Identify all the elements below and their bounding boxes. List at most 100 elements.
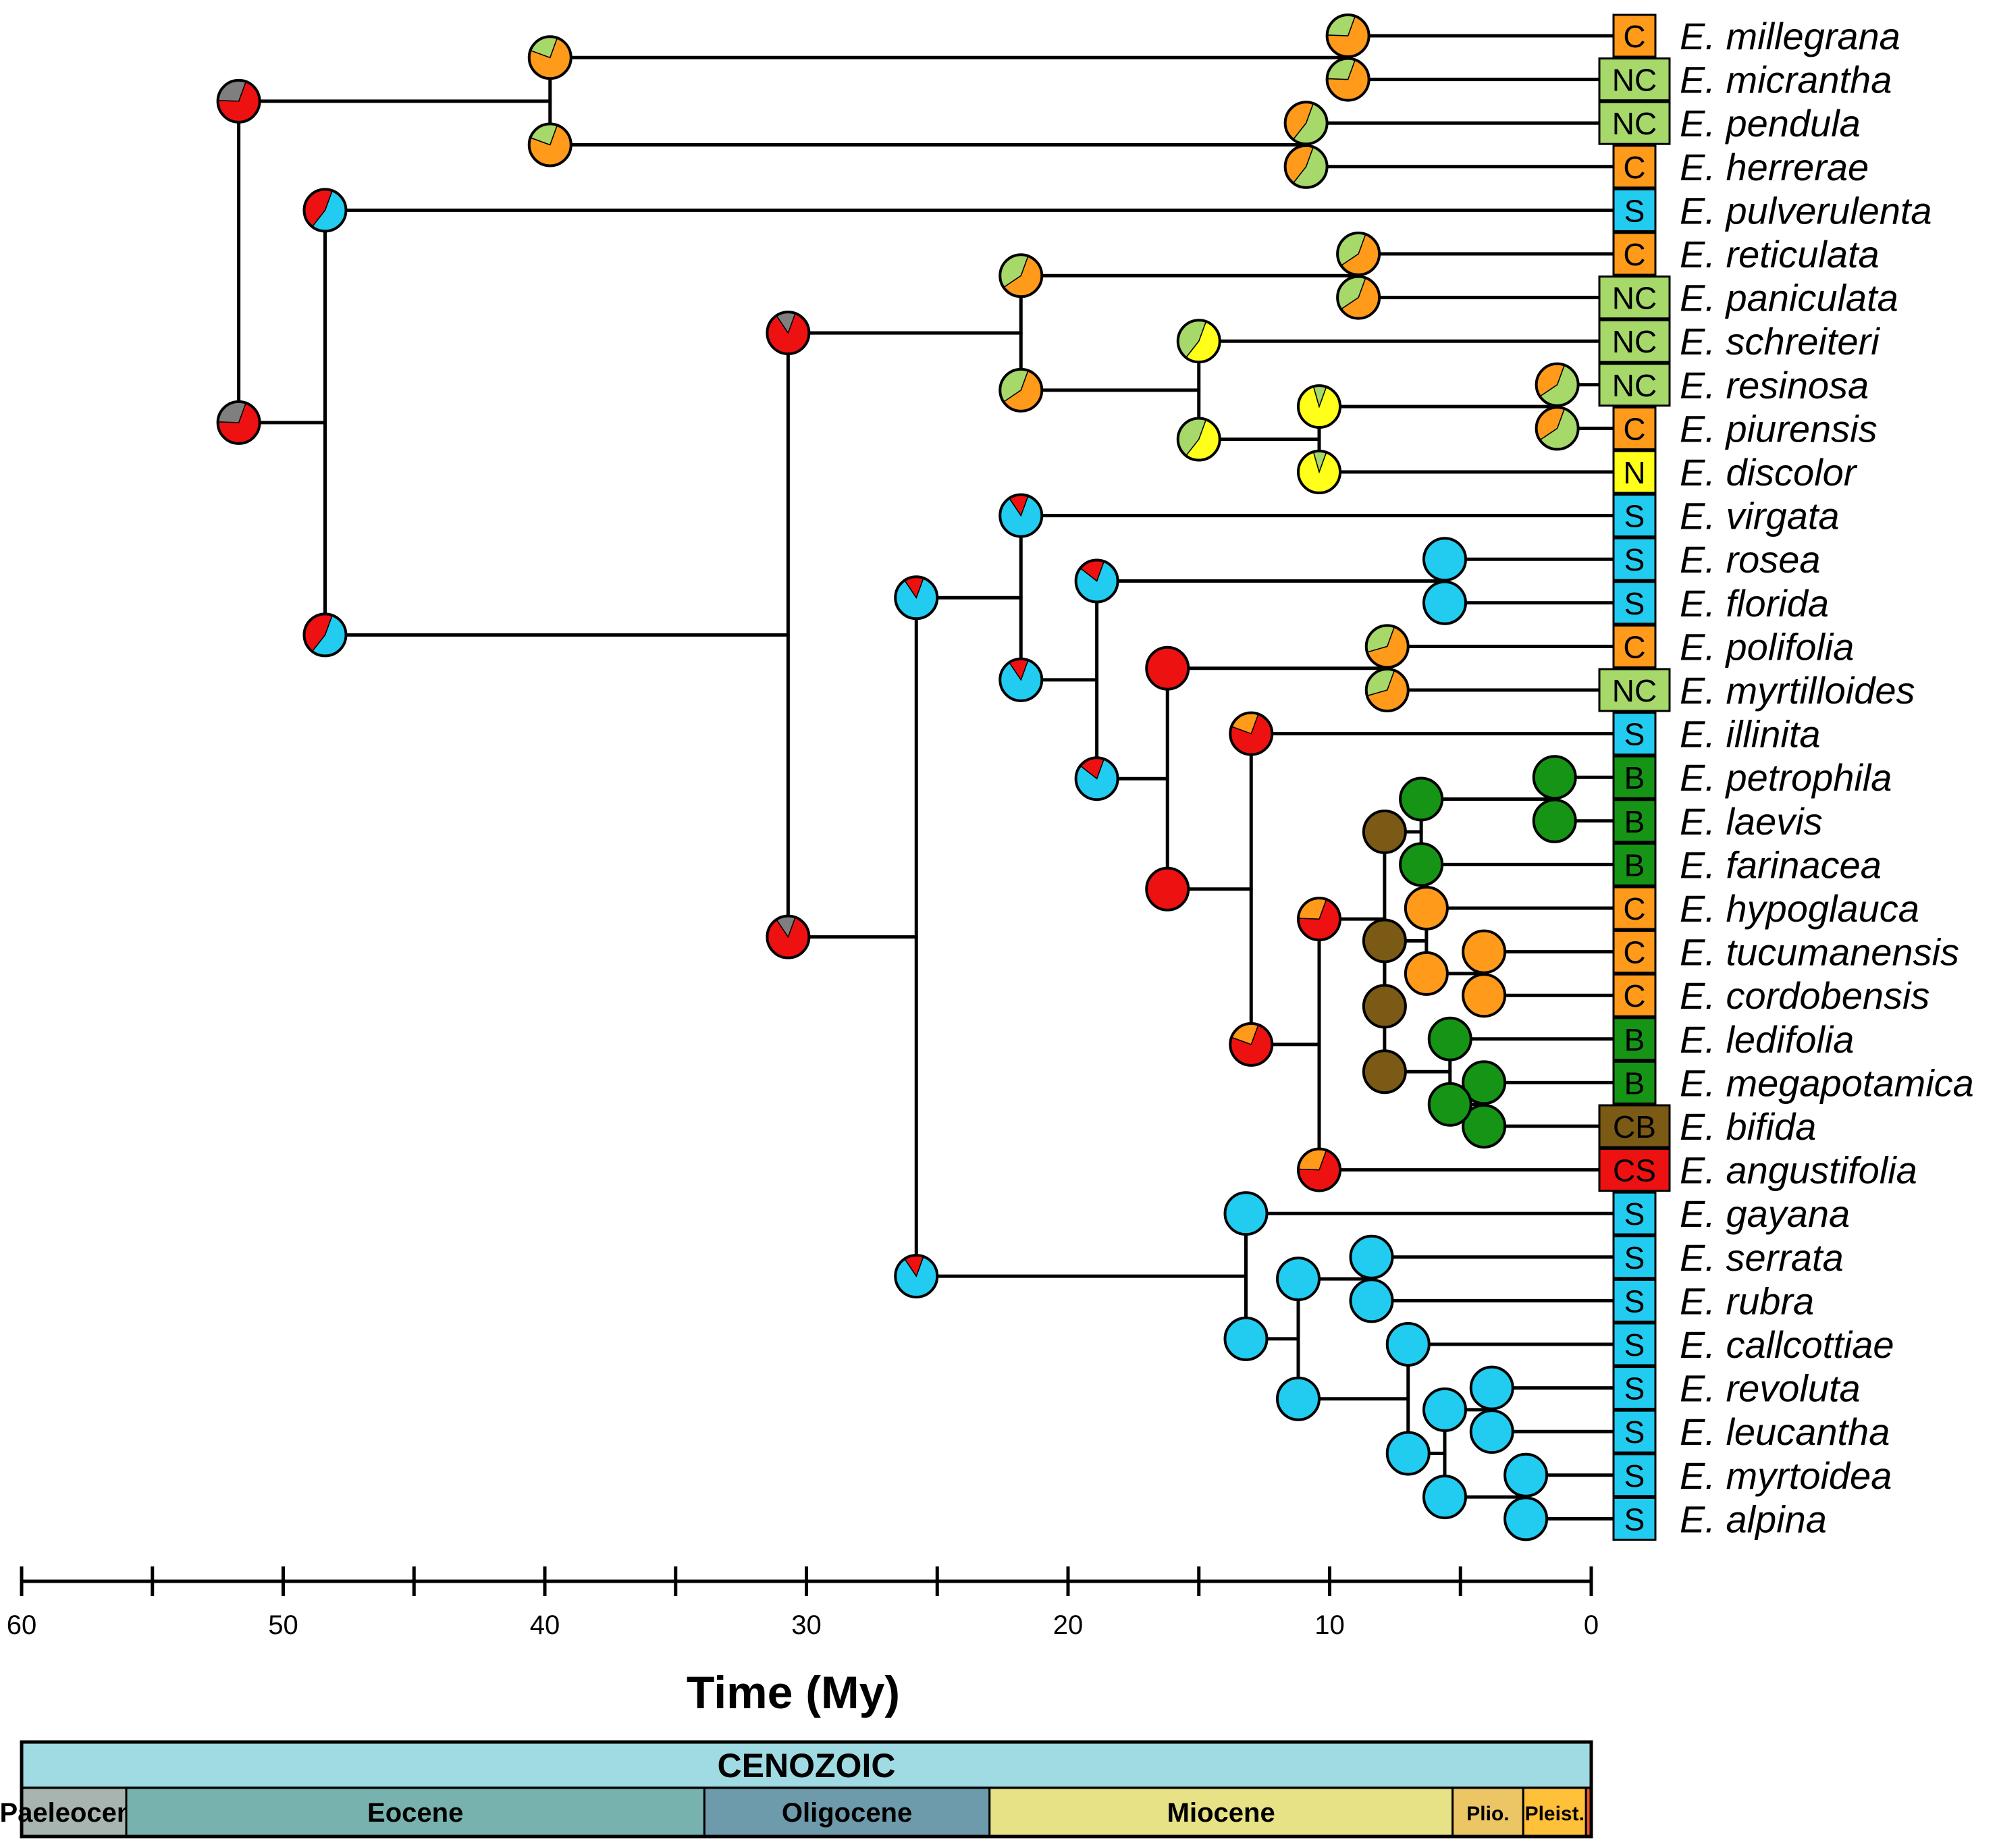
tip-state-code: B xyxy=(1624,804,1645,839)
pie-slice xyxy=(1463,1061,1506,1104)
ancestral-state-pie xyxy=(1223,1191,1269,1236)
pie-outline xyxy=(1074,558,1119,604)
ancestral-state-pie xyxy=(1469,1365,1514,1410)
ancestral-state-pie xyxy=(1364,668,1410,712)
tip-state-box xyxy=(1612,1060,1657,1105)
species-label: E. alpina xyxy=(1680,1498,1827,1540)
species-label: E. megapotamica xyxy=(1680,1061,1974,1104)
tip-state-code: CB xyxy=(1613,1109,1656,1144)
tip-state-code: S xyxy=(1624,1327,1645,1363)
species-label: E. revoluta xyxy=(1680,1367,1861,1410)
species-label: E. pulverulenta xyxy=(1680,189,1932,232)
ancestral-state-pie xyxy=(998,253,1044,298)
pie-slice xyxy=(1424,1476,1466,1519)
tip-state-box xyxy=(1612,581,1657,625)
axis-tick-label: 40 xyxy=(530,1610,560,1640)
ancestral-state-pie xyxy=(302,612,348,658)
pie-outline xyxy=(998,253,1044,298)
tip-state-code: CS xyxy=(1613,1153,1656,1188)
pie-slice xyxy=(1505,1498,1547,1540)
pie-slice xyxy=(1363,985,1406,1028)
pie-outline xyxy=(1276,1376,1321,1421)
pie-slice xyxy=(1363,1051,1406,1093)
tree-branches xyxy=(237,34,1616,1521)
ancestral-state-pie xyxy=(1349,1278,1394,1323)
ancestral-state-pie xyxy=(1283,144,1329,189)
tip-state-code: S xyxy=(1624,717,1645,752)
tip-state-code: S xyxy=(1624,1196,1645,1232)
pie-slice xyxy=(1424,581,1466,624)
species-label: E. rubra xyxy=(1680,1279,1814,1322)
tip-state-box xyxy=(1612,842,1657,887)
pie-slice xyxy=(1505,1454,1547,1496)
species-label: E. gayana xyxy=(1680,1192,1850,1235)
ancestral-state-pie xyxy=(1399,776,1444,822)
tip-state-code: S xyxy=(1624,1284,1645,1319)
ancestral-state-pie xyxy=(1362,1049,1407,1094)
tip-state-box xyxy=(1612,144,1657,189)
ancestral-state-pie xyxy=(216,400,261,445)
tip-state-code: C xyxy=(1623,935,1645,970)
pie-outline xyxy=(1462,973,1507,1018)
tip-state-code: S xyxy=(1624,499,1645,534)
pie-outline xyxy=(1362,1049,1407,1094)
tip-state-box xyxy=(1598,101,1671,145)
pie-outline xyxy=(766,311,811,356)
pie-outline xyxy=(1283,101,1329,146)
pie-slice xyxy=(1470,1367,1513,1409)
pie-outline xyxy=(1399,776,1444,822)
species-label: E. reticulata xyxy=(1680,233,1880,275)
tip-state-box xyxy=(1612,1191,1657,1236)
species-label: E. pendula xyxy=(1680,102,1861,144)
pie-slice xyxy=(1463,930,1506,973)
ancestral-state-pie xyxy=(1283,101,1329,146)
epoch-label: Eocene xyxy=(367,1798,463,1828)
pie-slice xyxy=(1277,1258,1319,1300)
ancestral-state-pie xyxy=(1276,1257,1321,1302)
tip-state-code: S xyxy=(1624,1240,1645,1275)
pie-outline xyxy=(216,78,261,124)
pie-outline xyxy=(1462,929,1507,974)
ancestral-state-pie xyxy=(1276,1376,1321,1421)
epoch-label: Miocene xyxy=(1167,1798,1275,1828)
pie-outline xyxy=(1297,450,1341,494)
pie-outline xyxy=(1223,1316,1269,1361)
ancestral-state-pie xyxy=(1336,232,1381,276)
species-label: E. polifolia xyxy=(1680,625,1854,668)
species-label: E. myrtilloides xyxy=(1680,669,1915,712)
tip-state-box xyxy=(1612,1278,1657,1323)
pie-slice xyxy=(1400,778,1443,820)
species-label: E. virgata xyxy=(1680,495,1840,537)
species-label: E. micrantha xyxy=(1680,59,1892,101)
pie-slice xyxy=(1350,1279,1393,1322)
pie-outline xyxy=(1223,1191,1269,1236)
pie-outline xyxy=(1462,1060,1507,1105)
pie-slice xyxy=(1405,887,1447,929)
tip-state-box xyxy=(1598,275,1671,320)
ancestral-state-pie xyxy=(1297,384,1341,429)
pie-outline xyxy=(1535,406,1580,451)
ancestral-state-pie xyxy=(1074,756,1119,801)
tip-state-code: B xyxy=(1624,847,1645,882)
species-label: E. discolor xyxy=(1680,451,1858,494)
pie-slice xyxy=(1533,756,1576,799)
tip-state-code: NC xyxy=(1612,63,1657,98)
ancestral-state-pie xyxy=(1229,1022,1274,1067)
ancestral-state-pie xyxy=(1229,711,1274,756)
tip-state-code: NC xyxy=(1612,281,1657,316)
ancestral-state-pie xyxy=(1362,984,1407,1029)
axis-tick-label: 60 xyxy=(7,1610,37,1640)
node-pies xyxy=(216,14,1580,1541)
era-label: CENOZOIC xyxy=(718,1747,896,1785)
tip-state-box xyxy=(1612,406,1657,450)
pie-outline xyxy=(1362,984,1407,1029)
tip-state-code: C xyxy=(1623,150,1645,185)
epoch-label: Oligocene xyxy=(782,1798,912,1828)
tip-state-box xyxy=(1612,450,1657,494)
pie-outline xyxy=(1422,1387,1467,1432)
pie-outline xyxy=(1283,144,1329,189)
time-axis: 60 50 40 30 20 10 0 Time (My) xyxy=(7,1566,1599,1718)
species-label: E. herrerae xyxy=(1680,146,1869,188)
species-label: E. millegrana xyxy=(1680,15,1900,57)
pie-slice xyxy=(1146,647,1189,689)
